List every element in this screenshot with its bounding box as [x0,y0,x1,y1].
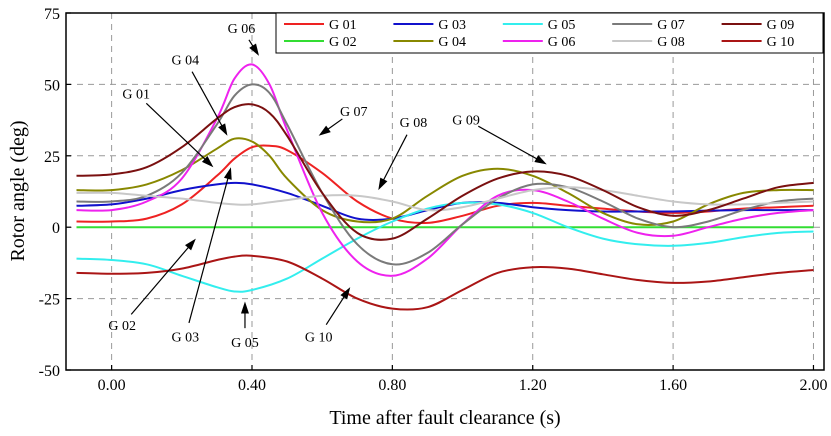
legend-label: G 06 [548,35,576,50]
y-tick-label: 0 [52,220,60,237]
legend-label: G 10 [767,35,795,50]
annotation-label: G 07 [340,105,368,120]
annotation-label: G 04 [172,53,200,68]
annotation-arrow-head [201,156,214,168]
y-axis-title: Rotor angle (deg) [7,120,29,261]
annotation-arrow-head [218,123,228,136]
legend-label: G 03 [438,18,466,33]
y-tick-label: 25 [44,149,60,166]
annotation-label: G 02 [108,319,136,334]
x-tick-label: 0.00 [98,377,126,394]
legend: G 01 G 02 G 03 G 04 G 05 G 06 G 07 G 08 G 09 G 10 [275,12,824,54]
annotation-label: G 05 [231,336,259,351]
annotation-label: G 08 [400,116,428,131]
legend-box [275,12,824,54]
series-line-g01 [76,144,814,225]
series-line-g08 [76,186,814,212]
curve-annotations: G 06 G 04 G 01 G 07 G 08 G 09 G 02 G 03 G 05 G 10 [108,22,547,351]
x-tick-label: 1.20 [519,377,547,394]
annotation-arrow-head [318,125,331,136]
legend-label: G 01 [329,18,357,33]
series-lines [76,63,814,311]
annotation-arrow-head [249,43,260,56]
legend-label: G 04 [438,35,466,50]
y-tick-label: 50 [44,77,60,94]
annotation-arrow-head [223,167,232,180]
series-line-g06 [76,63,814,277]
annotation-arrow-shaft [130,244,192,315]
legend-label: G 09 [767,18,795,33]
x-tick-label: 2.00 [799,377,827,394]
axis-ticks: 0.00 0.40 0.80 1.20 1.60 2.00 -50 -25 0 25 50 75 [39,6,828,394]
y-tick-label: -25 [39,292,60,309]
annotation-arrow-shaft [381,134,408,184]
series-line-g05 [76,201,814,293]
annotation-arrow-head [185,238,196,251]
y-tick-label: 75 [44,6,60,23]
series-line-g04 [76,137,814,226]
annotation-arrow-head [378,177,388,191]
annotation-label: G 06 [228,22,256,37]
series-line-g07 [76,83,814,266]
legend-label: G 05 [548,18,576,33]
annotation-label: G 03 [172,330,200,345]
legend-label: G 07 [657,18,685,33]
annotation-arrow-shaft [191,71,225,130]
annotation-label: G 09 [452,113,480,128]
annotation-arrow-head [340,287,351,300]
x-tick-label: 1.60 [659,377,687,394]
legend-label: G 08 [657,35,685,50]
series-line-g09 [76,103,814,241]
series-line-g10 [76,254,814,311]
annotation-label: G 01 [122,88,150,103]
annotation-arrow-head [240,301,249,314]
annotation-arrow-shaft [325,293,347,325]
annotation-arrow-shaft [145,102,209,163]
annotation-arrow-shaft [477,125,541,161]
y-tick-label: -50 [39,363,60,380]
annotation-label: G 10 [305,330,333,345]
x-axis-title: Time after fault clearance (s) [329,407,560,429]
annotation-arrow-head [534,155,547,165]
annotation-arrow-shaft [188,174,230,324]
x-tick-label: 0.80 [378,377,406,394]
legend-label: G 02 [329,35,357,50]
x-tick-label: 0.40 [238,377,266,394]
